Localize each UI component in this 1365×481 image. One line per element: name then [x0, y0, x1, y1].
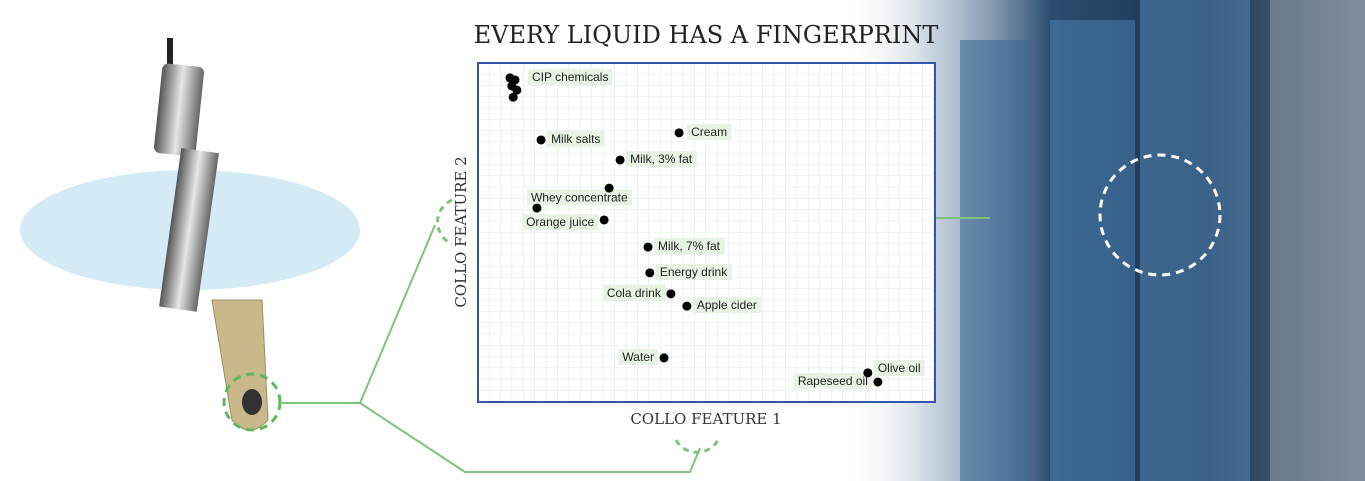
point	[509, 93, 518, 102]
point-label: Energy drink	[660, 265, 728, 279]
point-label: Rapeseed oil	[798, 374, 868, 388]
point-label: CIP chemicals	[532, 70, 608, 84]
y-axis-label: COLLO FEATURE 2	[452, 156, 470, 307]
chart-title: EVERY LIQUID HAS A FINGERPRINT	[474, 21, 939, 49]
point	[532, 204, 541, 213]
point	[605, 184, 614, 193]
point-label: Water	[622, 350, 654, 364]
point-label: Milk salts	[551, 132, 600, 146]
point	[600, 215, 609, 224]
sensor-probe	[20, 38, 360, 430]
point-label: Milk, 3% fat	[630, 152, 693, 166]
point	[666, 289, 675, 298]
point	[537, 135, 546, 144]
point-label: Cola drink	[607, 286, 662, 300]
point	[863, 368, 872, 377]
point-label: Orange juice	[526, 215, 594, 229]
point	[682, 302, 691, 311]
point	[675, 128, 684, 137]
x-axis-label: COLLO FEATURE 1	[630, 410, 781, 428]
point	[645, 268, 654, 277]
point-label: Milk, 7% fat	[658, 239, 721, 253]
point-label: Cream	[691, 125, 727, 139]
infographic: EVERY LIQUID HAS A FINGERPRINT COLLO FEA…	[0, 0, 1365, 481]
point	[616, 155, 625, 164]
point	[873, 377, 882, 386]
plot-grid	[478, 63, 935, 402]
point-label: Apple cider	[697, 298, 757, 312]
point	[644, 243, 653, 252]
point-label: Olive oil	[878, 361, 921, 375]
point	[659, 353, 668, 362]
point-label: Whey concentrate	[531, 190, 628, 204]
